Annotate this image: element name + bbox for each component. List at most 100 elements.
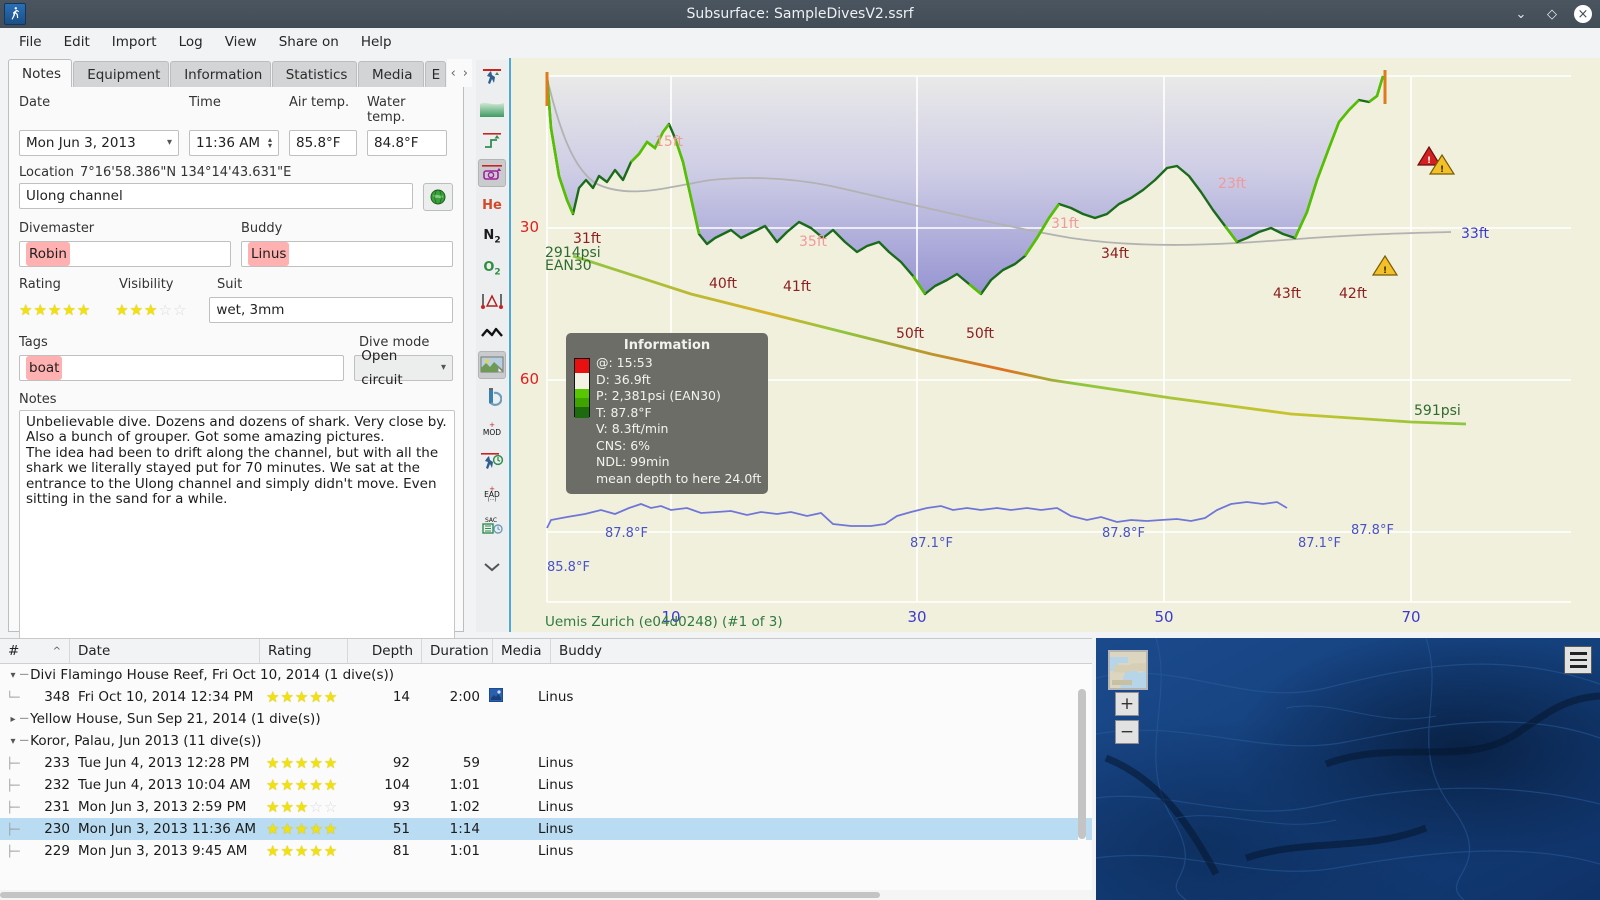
column-header-depth[interactable]: Depth [348, 639, 422, 663]
column-header-buddy[interactable]: Buddy [559, 642, 602, 659]
depth-annotation-15ft: 15ft [655, 134, 683, 150]
tab-scroll-prev-icon[interactable]: ‹ [450, 65, 456, 81]
map-zoom-out-button[interactable]: − [1115, 720, 1139, 744]
dive-date: Mon Jun 3, 2013 2:59 PM [78, 799, 247, 815]
profile-svg: 30 60 10 30 50 70 31ft 2914psi EAN30 591… [511, 58, 1600, 632]
info-row-velocity: V: 8.3ft/min [596, 421, 669, 436]
visibility-stars[interactable]: ★★★☆☆ [115, 301, 188, 319]
dive-trip-group[interactable]: ▸ ─ Yellow House, Sun Sep 21, 2014 (1 di… [0, 708, 1092, 730]
dive-site-map[interactable]: + − [1096, 638, 1600, 900]
dive-trip-group[interactable]: ▾ ─ Divi Flamingo House Reef, Fri Oct 10… [0, 664, 1092, 686]
temp-annotation-87-8-a: 87.8°F [605, 526, 648, 541]
tab-equipment[interactable]: Equipment [73, 61, 170, 87]
column-header-media[interactable]: Media [493, 639, 551, 663]
date-field[interactable]: Mon Jun 3, 2013 ▾ [19, 130, 179, 156]
tree-branch-icon: ├─ [6, 756, 20, 770]
maximize-icon[interactable]: ◇ [1547, 6, 1557, 22]
dive-mode-select[interactable]: Open circuit ▾ [354, 348, 453, 388]
table-row[interactable]: ├─ 233 Tue Jun 4, 2013 12:28 PM ★★★★★ 92… [0, 752, 1092, 774]
table-row[interactable]: ├─ 232 Tue Jun 4, 2013 10:04 AM ★★★★★ 10… [0, 774, 1092, 796]
location-field[interactable]: Ulong channel [19, 183, 414, 209]
divemaster-field[interactable]: Robin [19, 241, 231, 267]
table-row[interactable]: ├─ 231 Mon Jun 3, 2013 2:59 PM ★★★☆☆ 93 … [0, 796, 1092, 818]
scrollbar-thumb[interactable] [0, 892, 880, 898]
toggle-mod-button[interactable]: + MOD [478, 415, 506, 443]
rating-stars[interactable]: ★★★★★ [19, 301, 92, 319]
dive-list-horizontal-scrollbar[interactable] [0, 890, 1092, 900]
toggle-heart-rate-button[interactable] [478, 319, 506, 347]
menu-item-import[interactable]: Import [111, 34, 157, 50]
notes-textarea[interactable]: Unbelievable dive. Dozens and dozens of … [19, 410, 455, 642]
tab-statistics[interactable]: Statistics [271, 61, 357, 87]
minimize-icon[interactable]: ⌄ [1515, 6, 1527, 22]
menu-item-share-on[interactable]: Share on [278, 34, 339, 50]
water-temp-label: Water temp. [367, 95, 406, 125]
menu-item-edit[interactable]: Edit [63, 34, 90, 50]
divemaster-label: Divemaster [19, 221, 95, 236]
toggle-ead-button[interactable]: + EAD (···) [478, 479, 506, 507]
water-temp-field[interactable]: 84.8°F [367, 130, 447, 156]
depth-axis-label-60: 60 [520, 370, 539, 388]
expand-collapse-icon[interactable]: ▸ [10, 713, 16, 725]
depth-annotation-35ft: 35ft [799, 234, 827, 250]
toggle-oxygen-button[interactable]: O2 [478, 255, 506, 283]
table-row[interactable]: ├─ 229 Mon Jun 3, 2013 9:45 AM ★★★★★ 81 … [0, 840, 1092, 862]
toggle-scuba-tank-button[interactable] [478, 383, 506, 411]
menu-item-log[interactable]: Log [178, 34, 203, 50]
expand-collapse-icon[interactable]: ▾ [10, 669, 16, 681]
map-zoom-in-button[interactable]: + [1115, 692, 1139, 716]
world-minimap[interactable] [1108, 650, 1148, 690]
depth-annotation-31ft-b: 31ft [1051, 216, 1079, 232]
tags-field[interactable]: boat [19, 355, 345, 381]
dive-trip-group[interactable]: ▾ ─ Koror, Palau, Jun 2013 (11 dive(s)) [0, 730, 1092, 752]
globe-icon[interactable] [423, 183, 453, 211]
menu-item-view[interactable]: View [224, 34, 257, 50]
column-header-number[interactable]: # ^ [0, 639, 70, 663]
suit-field[interactable]: wet, 3mm [209, 297, 453, 323]
time-field[interactable]: 11:36 AM ▴ ▾ [189, 130, 279, 156]
tab-extra[interactable]: E [424, 61, 446, 87]
toggle-helium-button[interactable]: He [478, 191, 506, 219]
info-row-pressure: P: 2,381psi (EAN30) [596, 388, 721, 403]
toggle-deco-info-button[interactable] [478, 287, 506, 315]
svg-text:!: ! [1383, 266, 1387, 276]
dive-list[interactable]: # ^ Date Rating Depth Duration Media Bud… [0, 638, 1092, 900]
menu-item-file[interactable]: File [19, 34, 42, 50]
column-header-duration[interactable]: Duration [422, 639, 493, 663]
dive-profile-chart[interactable]: 30 60 10 30 50 70 31ft 2914psi EAN30 591… [509, 58, 1600, 632]
toolbar-expand-icon[interactable] [478, 553, 506, 581]
tab-bar: Notes Equipment Information Statistics M… [0, 59, 472, 87]
toggle-nitrogen-button[interactable]: N2 [478, 223, 506, 251]
table-row[interactable]: ├─ 230 Mon Jun 3, 2013 11:36 AM ★★★★★ 51… [0, 818, 1092, 840]
menu-item-help[interactable]: Help [360, 34, 392, 50]
toggle-sac-button[interactable]: SAC [478, 511, 506, 539]
toggle-calculated-ceiling-button[interactable] [478, 127, 506, 155]
table-row[interactable]: └─ 348 Fri Oct 10, 2014 12:34 PM ★★★★★ 1… [0, 686, 1092, 708]
close-icon[interactable]: × [1574, 5, 1592, 23]
tab-scroll-next-icon[interactable]: › [462, 65, 468, 81]
ceiling-end-label: 33ft [1461, 226, 1489, 242]
dive-list-vertical-scrollbar[interactable] [1078, 665, 1086, 875]
column-header-rating[interactable]: Rating [260, 639, 348, 663]
expand-collapse-icon[interactable]: ▾ [10, 735, 16, 747]
toggle-photos-button[interactable] [478, 351, 506, 379]
scrollbar-thumb[interactable] [1078, 689, 1086, 839]
air-temp-field[interactable]: 85.8°F [289, 130, 357, 156]
hamburger-icon[interactable] [1564, 646, 1592, 674]
dive-depth: 14 [392, 689, 410, 705]
tab-information[interactable]: Information [170, 61, 271, 87]
column-header-date[interactable]: Date [70, 639, 260, 663]
toggle-heatmap-button[interactable] [478, 95, 506, 123]
toggle-ndl-tts-button[interactable] [478, 447, 506, 475]
buddy-field[interactable]: Linus [241, 241, 453, 267]
toggle-tissue-graph-button[interactable] [478, 159, 506, 187]
dive-date: Mon Jun 3, 2013 9:45 AM [78, 843, 248, 859]
dive-rating: ★★★★★ [266, 820, 339, 838]
dive-buddy: Linus [538, 777, 574, 793]
tab-notes[interactable]: Notes [8, 59, 73, 87]
warning-marker-yellow-2-icon: ! [1371, 254, 1399, 276]
tab-media[interactable]: Media [357, 61, 424, 87]
dive-depth: 93 [392, 799, 410, 815]
stepper-icon[interactable]: ▴ ▾ [267, 135, 272, 150]
toggle-dc-reported-ceiling-button[interactable] [478, 63, 506, 91]
